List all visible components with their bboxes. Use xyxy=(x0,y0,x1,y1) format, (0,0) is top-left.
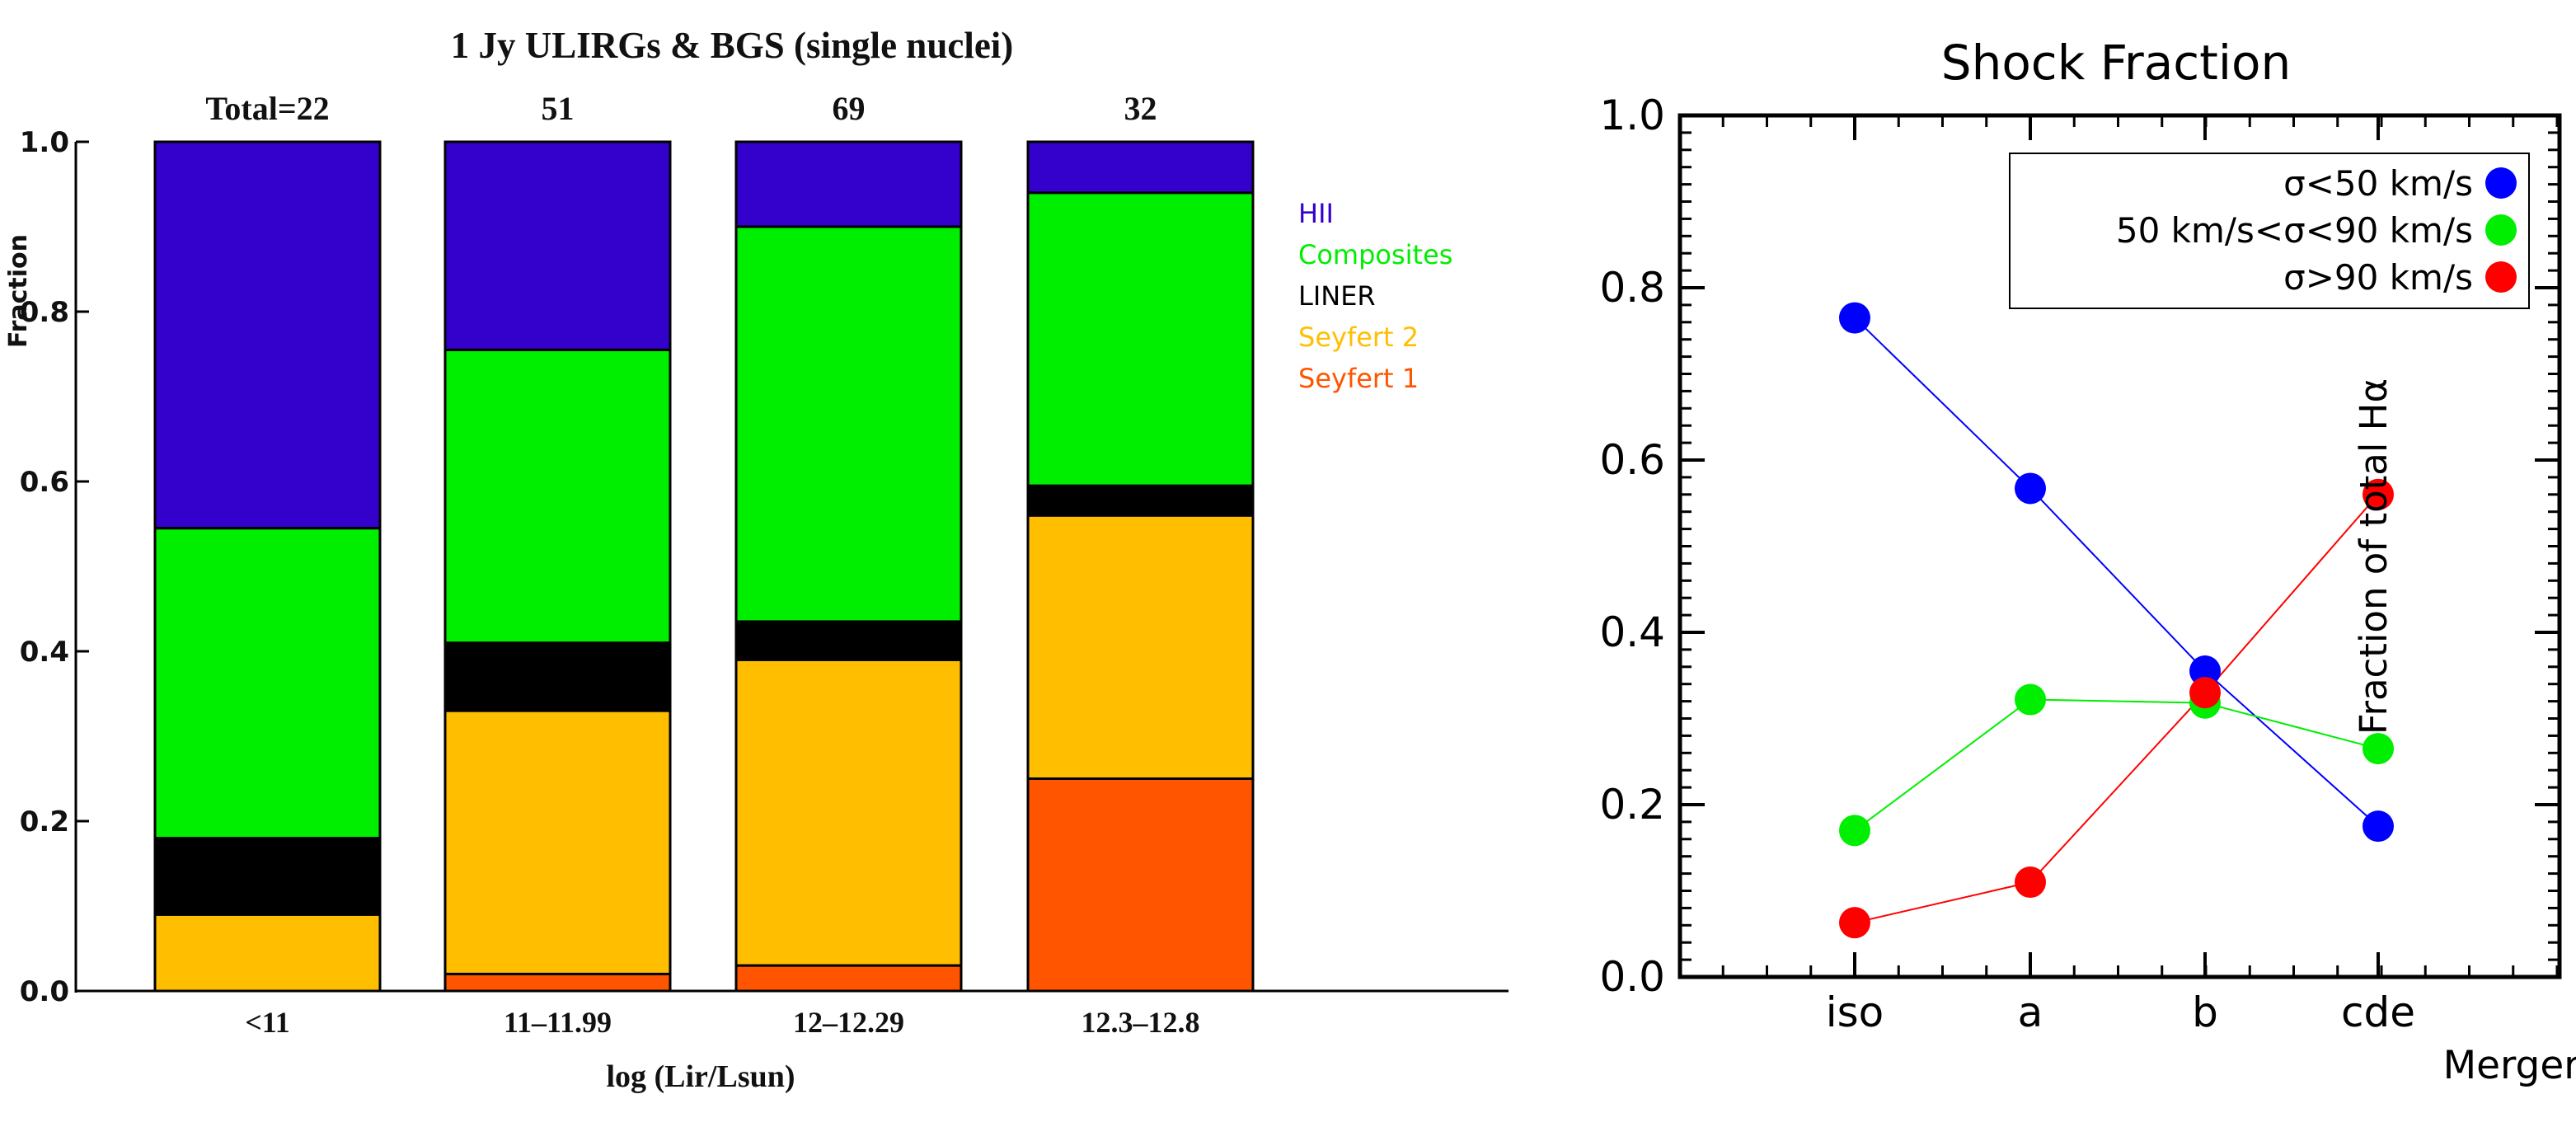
left-y-tick-label: 0.0 xyxy=(20,975,69,1008)
legend-seyfert2: Seyfert 2 xyxy=(1298,322,1419,353)
series-line-green xyxy=(1854,698,2379,832)
bar-segment-seyfert2 xyxy=(1026,514,1255,780)
data-point-green xyxy=(1839,815,1870,847)
left-y-axis-label: Fraction xyxy=(4,234,33,348)
x-category-label: <11 xyxy=(245,1006,290,1039)
right-chart-title: Shock Fraction xyxy=(1941,35,2292,91)
right-x-tick-label: a xyxy=(2018,988,2043,1036)
luminosity-stacked-bar-chart: 1 Jy ULIRGs & BGS (single nuclei) 0.0 0.2… xyxy=(4,25,1509,1094)
right-y-tick-label: 0.2 xyxy=(1599,781,1665,829)
left-y-tick-label: 0.6 xyxy=(20,466,69,499)
bar-segment-hii xyxy=(443,140,672,351)
bar-total-label: 32 xyxy=(1124,90,1157,127)
left-y-tick-label: 0.8 xyxy=(20,296,69,329)
x-category-label: 11–11.99 xyxy=(504,1006,612,1039)
data-point-green xyxy=(2015,683,2046,716)
bar-total-label: 51 xyxy=(542,90,575,127)
right-y-axis-label: Fraction of total Hα xyxy=(2352,378,2395,735)
left-x-axis-label: log (Lir/Lsun) xyxy=(606,1059,795,1094)
data-point-red xyxy=(1839,907,1870,939)
legend-liner: LINER xyxy=(1298,280,1376,312)
bar-total-label: 69 xyxy=(833,90,866,127)
bar-segment-hii xyxy=(153,140,382,530)
right-y-tick-label: 0.4 xyxy=(1599,608,1665,656)
bar-segment-seyfert2 xyxy=(734,658,963,967)
data-point-blue xyxy=(2189,655,2221,688)
data-point-red xyxy=(2189,677,2221,709)
x-category-label: 12.3–12.8 xyxy=(1082,1006,1200,1039)
right-y-tick-label: 0.6 xyxy=(1599,436,1665,484)
data-point-green xyxy=(2363,733,2394,765)
bar-segment-liner xyxy=(153,837,382,916)
shock-fraction-line-chart: Shock Fraction 0.0 0.2 0.4 0.6 0.8 1.0 iso a b cd… xyxy=(1599,35,2576,1088)
bar-segment-composites xyxy=(443,348,672,645)
left-legend: HII Composites LINER Seyfert 2 Seyfert 1 xyxy=(1298,198,1452,394)
bar-segment-seyfert1 xyxy=(734,964,963,993)
legend-seyfert1: Seyfert 1 xyxy=(1298,363,1419,394)
right-legend-marker-green xyxy=(2485,214,2517,246)
left-plot-area: 0.0 0.2 0.4 0.6 0.8 1.0 Total=22 <11 51 11–11.99 6… xyxy=(20,90,1509,1039)
bar-segment-hii xyxy=(1026,140,1255,195)
right-y-tick-label: 0.8 xyxy=(1599,264,1665,312)
bar-segment-seyfert1 xyxy=(443,972,672,993)
right-x-tick-label: iso xyxy=(1826,988,1884,1036)
right-y-tick-label: 1.0 xyxy=(1599,92,1665,139)
bar-segment-liner xyxy=(1026,484,1255,517)
bar-total-label: Total=22 xyxy=(205,90,329,127)
right-legend-label: σ>90 km/s xyxy=(2283,257,2473,298)
left-chart-title: 1 Jy ULIRGs & BGS (single nuclei) xyxy=(451,25,1014,66)
bar-segment-liner xyxy=(443,641,672,712)
right-y-tick-label: 0.0 xyxy=(1599,953,1665,1001)
x-category-label: 12–12.29 xyxy=(793,1006,904,1039)
left-y-tick-label: 1.0 xyxy=(20,126,69,159)
bar-segment-hii xyxy=(734,140,963,228)
data-point-blue xyxy=(2015,472,2046,505)
right-legend-label: σ<50 km/s xyxy=(2283,163,2473,204)
legend-hii: HII xyxy=(1298,198,1334,229)
bar-segment-seyfert2 xyxy=(443,709,672,975)
right-legend-label: 50 km/s<σ<90 km/s xyxy=(2116,210,2473,251)
left-y-tick-label: 0.2 xyxy=(20,805,69,838)
right-legend-marker-red xyxy=(2485,261,2517,293)
data-point-red xyxy=(2015,866,2046,899)
series-line-red xyxy=(1854,494,2379,924)
bar-segment-composites xyxy=(734,225,963,623)
bar-segment-composites xyxy=(153,527,382,840)
bar-segment-composites xyxy=(1026,191,1255,487)
right-plot-area: 0.0 0.2 0.4 0.6 0.8 1.0 iso a b cde σ<50 km/s 50 km… xyxy=(1599,92,2562,1036)
right-x-tick-label: cde xyxy=(2341,988,2415,1036)
right-x-tick-label: b xyxy=(2192,988,2218,1036)
right-legend-box xyxy=(2009,153,2530,309)
bar-segment-liner xyxy=(734,620,963,661)
bar-segment-seyfert2 xyxy=(153,913,382,993)
data-point-blue xyxy=(1839,302,1870,334)
legend-composites: Composites xyxy=(1298,239,1452,270)
right-x-axis-label: Merger Stage xyxy=(2443,1043,2576,1088)
bar-segment-seyfert1 xyxy=(1026,777,1255,993)
data-point-blue xyxy=(2363,810,2394,843)
series-line-blue xyxy=(1854,317,2379,827)
data-point-red xyxy=(2363,478,2394,510)
right-legend-marker-blue xyxy=(2485,167,2517,199)
left-y-tick-label: 0.4 xyxy=(20,636,69,669)
